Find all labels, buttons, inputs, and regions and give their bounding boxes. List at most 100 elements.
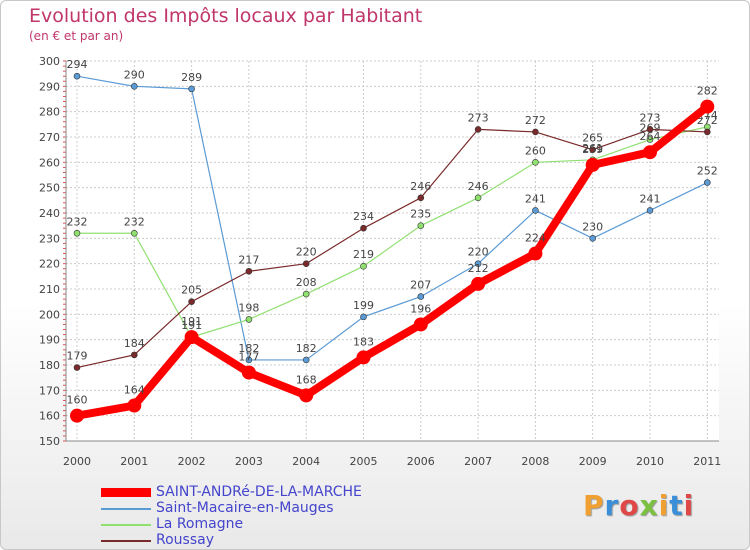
data-label-1: 182: [238, 342, 259, 355]
data-point-1: [131, 83, 138, 90]
data-label-2: 198: [238, 301, 259, 314]
data-point-3: [188, 298, 195, 305]
y-tick-label: 300: [39, 55, 60, 68]
data-point-3: [245, 267, 253, 275]
data-point-2: [474, 194, 482, 202]
logo-letter: r: [604, 489, 620, 522]
y-tick-label: 230: [39, 232, 60, 245]
data-label-3: 205: [181, 284, 202, 297]
data-point-0: [413, 317, 428, 332]
y-tick-label: 210: [39, 283, 60, 296]
data-point-1: [360, 313, 367, 321]
x-tick-label: 2011: [693, 455, 721, 468]
y-tick-label: 260: [39, 156, 60, 169]
data-label-0: 264: [640, 130, 661, 143]
data-label-2: 246: [468, 180, 489, 193]
data-point-1: [73, 72, 81, 80]
data-label-0: 177: [238, 351, 259, 364]
x-tick-label: 2003: [235, 455, 263, 468]
y-tick-label: 180: [39, 359, 60, 372]
data-label-3: 246: [410, 180, 431, 193]
legend-swatch-saint-andre: [101, 488, 151, 497]
chart-title: Evolution des Impôts locaux par Habitant: [29, 5, 423, 27]
data-point-2: [646, 136, 654, 143]
data-point-0: [643, 145, 657, 160]
data-point-2: [131, 229, 138, 237]
x-tick-label: 2006: [407, 455, 435, 468]
x-tick-label: 2010: [636, 455, 664, 468]
series-line-3: [76, 128, 708, 369]
legend-label-saint-andre: SAINT-ANDRé-DE-LA-MARCHE: [156, 484, 362, 500]
data-point-2: [360, 262, 367, 270]
data-point-1: [703, 179, 711, 186]
data-label-3: 273: [468, 111, 489, 124]
data-point-1: [646, 207, 654, 214]
y-tick-label: 290: [39, 80, 60, 93]
x-tick-label: 2001: [120, 455, 148, 468]
logo-letter: P: [583, 489, 605, 522]
data-point-1: [474, 260, 482, 267]
data-label-2: 232: [67, 215, 88, 228]
data-point-3: [646, 126, 654, 133]
data-point-0: [241, 365, 256, 380]
data-label-3: 179: [67, 350, 88, 363]
legend-swatch-saint-macaire: [101, 508, 151, 510]
logo-letter: o: [619, 489, 640, 522]
series-line-1: [76, 75, 708, 361]
y-tick-label: 280: [39, 106, 60, 119]
data-point-3: [417, 194, 425, 202]
data-label-0: 160: [67, 394, 88, 407]
data-point-1: [245, 356, 253, 364]
data-label-0: 183: [353, 335, 374, 348]
x-tick-label: 2005: [350, 455, 378, 468]
y-tick-label: 200: [39, 308, 60, 321]
data-label-2: 208: [296, 276, 317, 289]
data-label-2: 260: [525, 144, 546, 157]
data-point-2: [245, 316, 253, 323]
y-tick-label: 170: [39, 384, 60, 397]
data-label-1: 294: [67, 58, 88, 71]
data-label-1: 290: [124, 68, 145, 81]
x-tick-label: 2002: [178, 455, 206, 468]
data-point-3: [302, 260, 310, 267]
data-label-0: 191: [181, 315, 202, 328]
data-label-1: 289: [181, 71, 202, 84]
data-point-3: [360, 224, 367, 232]
plot-area: [66, 61, 719, 441]
data-label-3: 273: [640, 111, 661, 124]
y-tick-label: 250: [39, 182, 60, 195]
data-point-0: [471, 276, 486, 291]
logo-letter: t: [669, 489, 684, 522]
legend-swatch-roussay: [101, 540, 151, 542]
data-label-3: 272: [525, 114, 546, 127]
data-label-0: 282: [697, 85, 718, 98]
legend-label-saint-macaire: Saint-Macaire-en-Mauges: [156, 500, 334, 516]
chart-subtitle: (en € et par an): [29, 29, 124, 43]
data-label-3: 184: [124, 337, 145, 350]
data-label-2: 191: [181, 319, 202, 332]
data-point-1: [188, 85, 195, 93]
data-point-1: [417, 293, 425, 300]
series-line-2: [76, 126, 708, 338]
data-point-0: [585, 157, 600, 172]
data-label-2: 235: [410, 208, 431, 221]
data-point-3: [131, 351, 138, 359]
x-tick-label: 2004: [292, 455, 320, 468]
data-label-0: 164: [124, 384, 145, 397]
data-point-0: [299, 388, 314, 403]
data-point-0: [127, 398, 142, 413]
data-label-1: 241: [640, 192, 661, 205]
logo-letter: i: [658, 489, 670, 522]
data-label-2: 232: [124, 215, 145, 228]
data-label-0: 212: [468, 262, 489, 275]
data-label-0: 224: [525, 232, 546, 245]
proxiti-logo: Proxiti: [583, 489, 694, 522]
data-point-3: [589, 146, 597, 153]
data-label-0: 168: [296, 373, 317, 386]
x-tick-label: 2007: [464, 455, 492, 468]
y-tick-label: 190: [39, 334, 60, 347]
legend-label-roussay: Roussay: [156, 532, 214, 548]
data-point-1: [589, 235, 597, 242]
data-point-3: [703, 128, 711, 136]
data-label-3: 265: [582, 132, 603, 145]
